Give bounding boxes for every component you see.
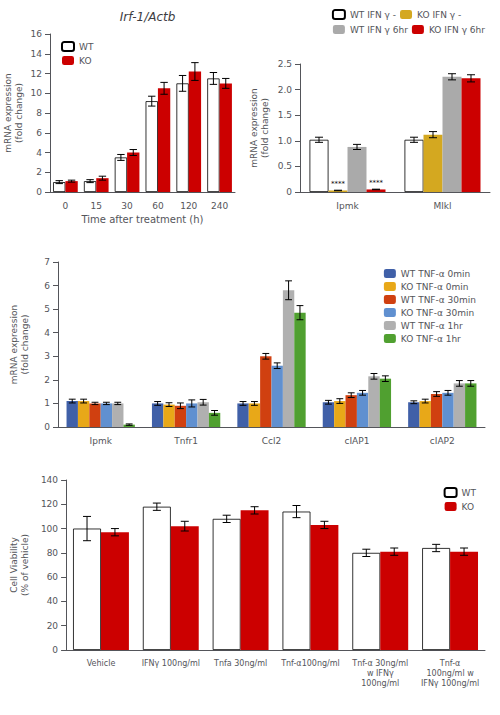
svg-text:KO TNF-α 1hr: KO TNF-α 1hr	[401, 334, 461, 344]
svg-text:0.5: 0.5	[278, 161, 292, 171]
svg-text:KO IFN γ 6hr: KO IFN γ 6hr	[429, 25, 485, 35]
svg-text:WT IFN γ -: WT IFN γ -	[350, 10, 396, 20]
svg-text:KO TNF-α 30min: KO TNF-α 30min	[401, 308, 474, 318]
svg-text:****: ****	[369, 179, 384, 187]
svg-text:6: 6	[36, 128, 42, 138]
svg-text:Mlkl: Mlkl	[434, 201, 452, 211]
svg-text:0: 0	[286, 187, 292, 197]
svg-text:Ipmk: Ipmk	[90, 436, 113, 446]
svg-text:KO IFN γ -: KO IFN γ -	[417, 10, 461, 20]
svg-text:1: 1	[44, 398, 50, 408]
svg-text:0: 0	[44, 422, 50, 432]
svg-text:Ccl2: Ccl2	[262, 436, 281, 446]
svg-text:12: 12	[31, 69, 42, 79]
svg-text:0: 0	[63, 201, 69, 211]
svg-text:Tnf-α 30ng/ml: Tnf-α 30ng/ml	[351, 659, 408, 668]
svg-text:Tnf-α: Tnf-α	[439, 659, 461, 668]
svg-text:(fold change): (fold change)	[260, 98, 270, 158]
svg-text:60: 60	[47, 572, 59, 582]
svg-text:0: 0	[36, 187, 42, 197]
svg-text:2.5: 2.5	[278, 59, 292, 69]
svg-text:KO: KO	[462, 502, 475, 512]
svg-text:100ng/ml: 100ng/ml	[361, 679, 399, 688]
svg-text:mRNA expression: mRNA expression	[3, 73, 13, 152]
svg-text:2: 2	[36, 167, 42, 177]
svg-text:****: ****	[331, 180, 346, 188]
svg-text:Cell Viability: Cell Viability	[9, 536, 19, 592]
svg-text:w IFNγ: w IFNγ	[367, 669, 394, 678]
svg-text:IFNγ 100ng/ml: IFNγ 100ng/ml	[421, 679, 479, 688]
svg-text:10: 10	[31, 88, 43, 98]
svg-text:4: 4	[36, 148, 42, 158]
svg-text:120: 120	[180, 201, 197, 211]
svg-text:(% of vehicle): (% of vehicle)	[20, 534, 30, 596]
svg-text:WT TNF-α 1hr: WT TNF-α 1hr	[401, 321, 463, 331]
svg-text:40: 40	[47, 596, 59, 606]
svg-text:80: 80	[47, 548, 59, 558]
svg-text:KO: KO	[79, 56, 92, 66]
svg-text:IFNγ 100ng/ml: IFNγ 100ng/ml	[142, 659, 200, 668]
svg-text:2.0: 2.0	[278, 85, 293, 95]
svg-text:mRNA expression: mRNA expression	[249, 88, 259, 167]
svg-text:140: 140	[41, 475, 58, 485]
svg-text:14: 14	[31, 49, 43, 59]
svg-text:100ng/ml w: 100ng/ml w	[426, 669, 474, 678]
svg-text:15: 15	[91, 201, 102, 211]
svg-text:Vehicle: Vehicle	[87, 659, 116, 668]
svg-text:5: 5	[44, 304, 50, 314]
svg-text:WT IFN γ 6hr: WT IFN γ 6hr	[350, 25, 408, 35]
svg-text:(fold change): (fold change)	[20, 315, 30, 375]
svg-text:4: 4	[44, 328, 50, 338]
svg-text:2: 2	[44, 375, 50, 385]
svg-text:6: 6	[44, 281, 50, 291]
svg-text:WT: WT	[462, 488, 477, 498]
svg-text:(fold change): (fold change)	[14, 83, 24, 143]
svg-text:cIAP2: cIAP2	[430, 436, 455, 446]
svg-text:8: 8	[36, 108, 42, 118]
svg-text:Tnf-α100ng/ml: Tnf-α100ng/ml	[280, 659, 340, 668]
svg-text:0: 0	[52, 645, 58, 655]
svg-text:WT TNF-α 30min: WT TNF-α 30min	[401, 295, 476, 305]
svg-text:Irf-1/Actb: Irf-1/Actb	[120, 10, 176, 24]
svg-text:Tnfr1: Tnfr1	[173, 436, 198, 446]
svg-text:1.0: 1.0	[278, 136, 293, 146]
svg-text:1.5: 1.5	[278, 110, 292, 120]
svg-text:240: 240	[211, 201, 228, 211]
svg-text:3: 3	[44, 351, 50, 361]
svg-text:mRNA expression: mRNA expression	[9, 305, 19, 384]
svg-text:Tnfa 30ng/ml: Tnfa 30ng/ml	[213, 659, 267, 668]
svg-text:60: 60	[152, 201, 164, 211]
svg-text:7: 7	[44, 257, 50, 267]
svg-text:Ipmk: Ipmk	[336, 201, 359, 211]
svg-text:Time after treatment (h): Time after treatment (h)	[81, 214, 204, 225]
svg-text:WT TNF-α 0min: WT TNF-α 0min	[401, 269, 470, 279]
svg-text:KO TNF-α 0min: KO TNF-α 0min	[401, 282, 469, 292]
svg-text:WT: WT	[79, 42, 94, 52]
svg-text:16: 16	[31, 29, 43, 39]
svg-text:cIAP1: cIAP1	[344, 436, 369, 446]
svg-text:20: 20	[47, 621, 59, 631]
svg-text:30: 30	[121, 201, 133, 211]
svg-text:120: 120	[41, 499, 58, 509]
svg-text:100: 100	[41, 524, 58, 534]
